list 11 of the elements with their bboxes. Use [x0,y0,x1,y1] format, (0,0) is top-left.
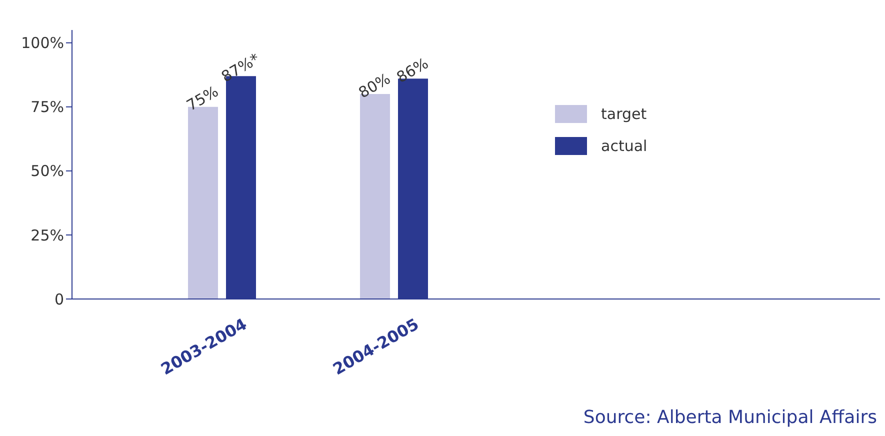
y-tick-label: 50% [30,162,64,180]
y-tick-label: 25% [30,226,64,244]
source-note: Source: Alberta Municipal Affairs [583,407,877,428]
data-label: 86% [394,54,432,86]
y-tick-label: 0 [54,290,64,308]
data-label: 80% [356,70,394,102]
legend-label: target [601,105,647,123]
y-tick-label: 75% [30,98,64,116]
data-label: 75% [184,82,222,115]
y-tick-label: 100% [21,34,64,52]
legend-label: actual [601,137,648,155]
